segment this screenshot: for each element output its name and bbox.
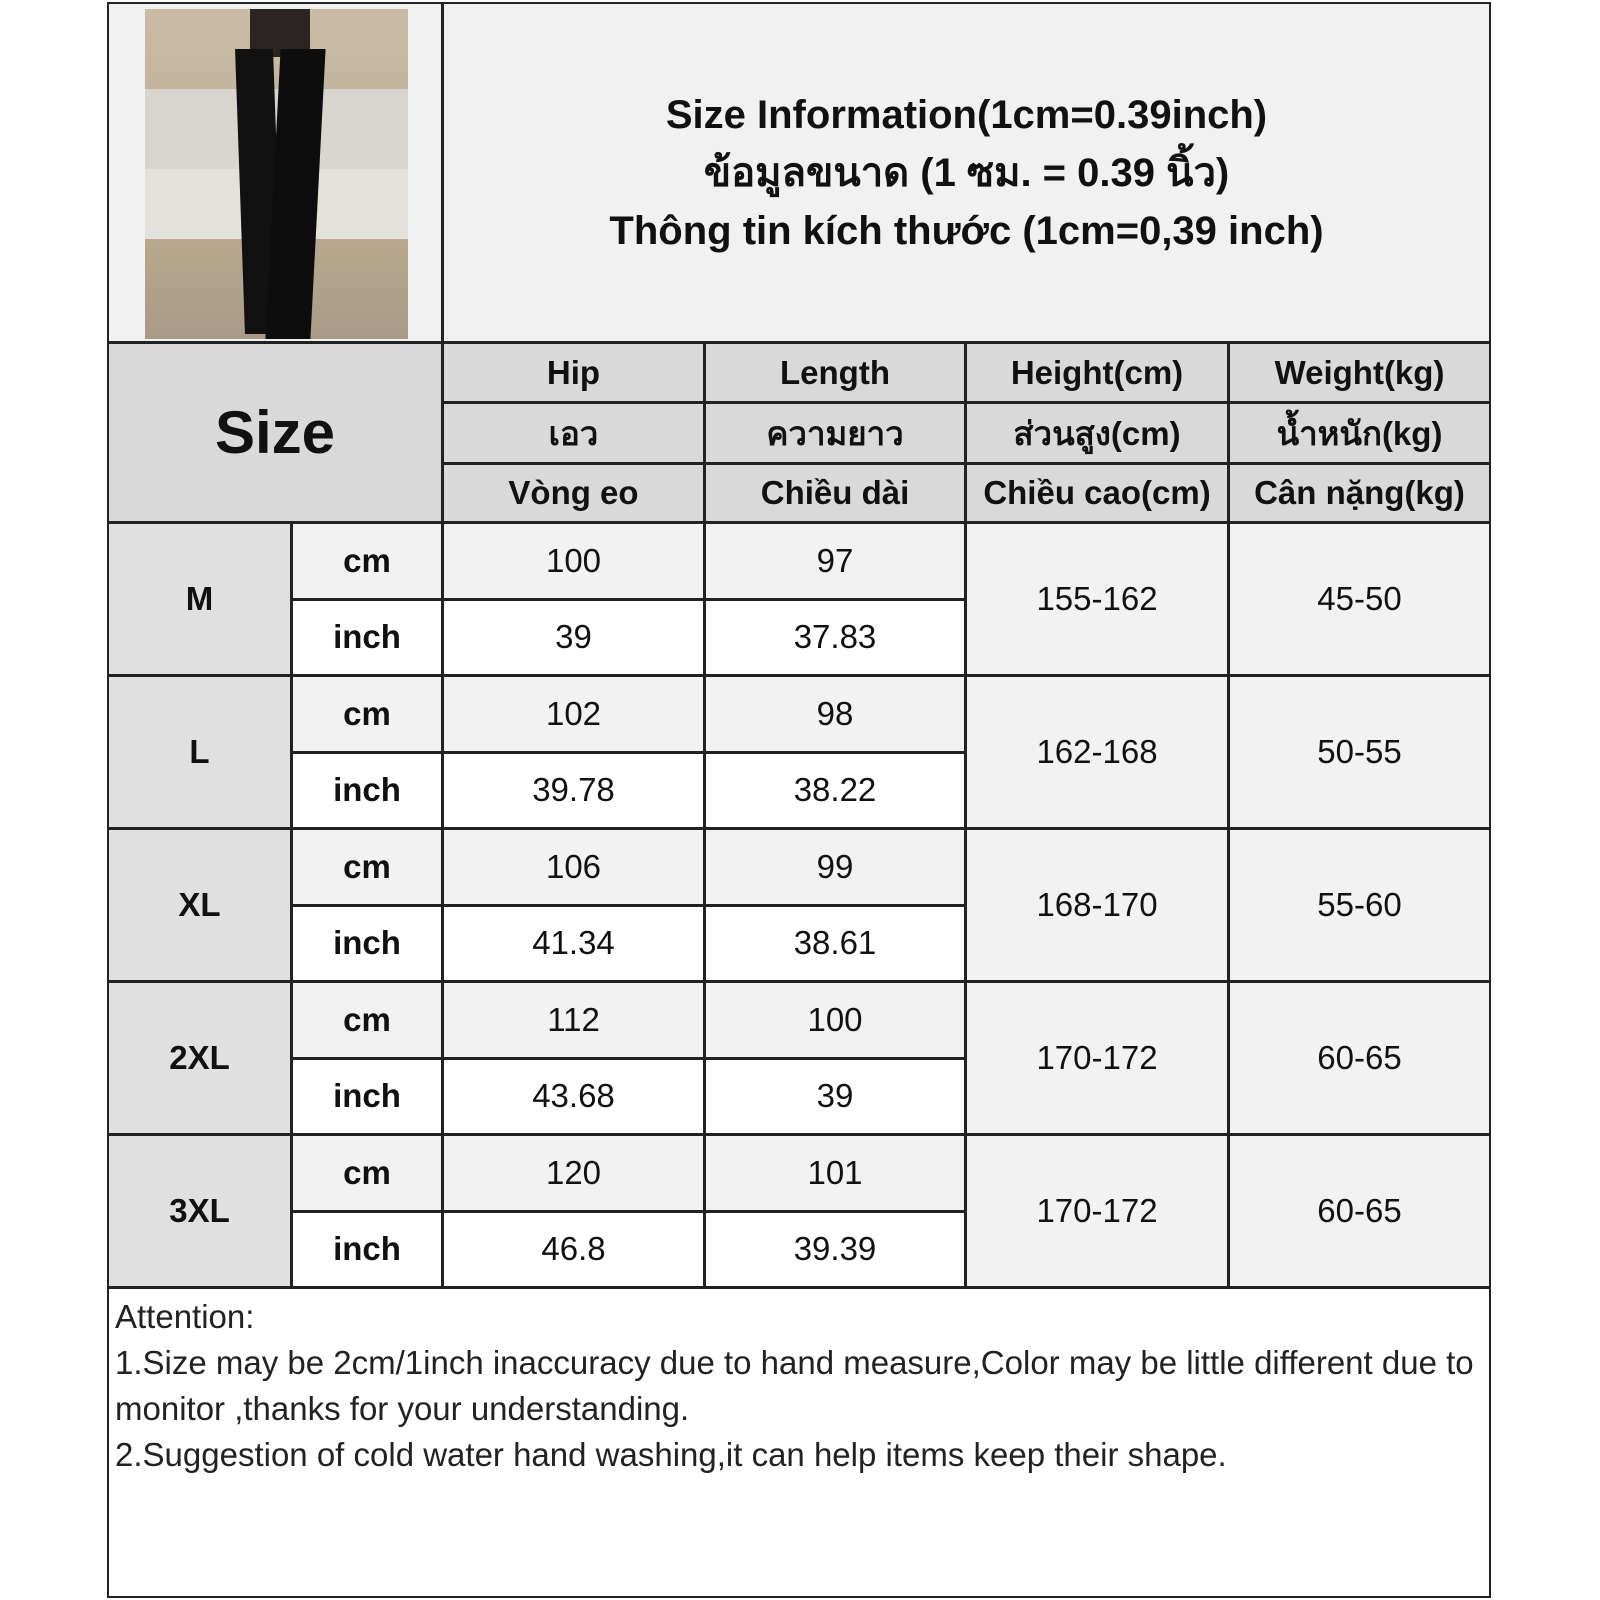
notes-line-2: 2.Suggestion of cold water hand washing,… xyxy=(115,1436,1227,1473)
unit-inch: inch xyxy=(293,906,444,983)
height-range: 170-172 xyxy=(967,1136,1230,1289)
notes-heading: Attention: xyxy=(115,1298,255,1335)
length-inch: 37.83 xyxy=(706,600,967,677)
column-header-vi: Cân nặng(kg) xyxy=(1230,465,1489,524)
size-table: Size Hip Length Height(cm) Weight(kg) เอว ความ… xyxy=(109,344,1489,1289)
column-header-th: ความยาว xyxy=(706,404,967,465)
column-header-en: Length xyxy=(706,344,967,404)
weight-range: 45-50 xyxy=(1230,524,1489,677)
length-cm: 101 xyxy=(706,1136,967,1213)
size-name: L xyxy=(109,677,293,830)
size-header: Size xyxy=(109,344,444,524)
length-inch: 38.61 xyxy=(706,906,967,983)
hip-inch: 41.34 xyxy=(444,906,706,983)
column-header-en: Height(cm) xyxy=(967,344,1230,404)
unit-cm: cm xyxy=(293,983,444,1060)
hip-cm: 100 xyxy=(444,524,706,601)
column-header-en: Hip xyxy=(444,344,706,404)
hip-inch: 39.78 xyxy=(444,753,706,830)
hip-inch: 43.68 xyxy=(444,1059,706,1136)
unit-cm: cm xyxy=(293,677,444,754)
weight-range: 60-65 xyxy=(1230,1136,1489,1289)
length-inch: 39 xyxy=(706,1059,967,1136)
length-cm: 99 xyxy=(706,830,967,907)
column-header-en: Weight(kg) xyxy=(1230,344,1489,404)
column-header-th: เอว xyxy=(444,404,706,465)
size-chart: Size Information(1cm=0.39inch) ข้อมูลขนา… xyxy=(107,2,1491,1598)
unit-inch: inch xyxy=(293,753,444,830)
column-header-th: ส่วนสูง(cm) xyxy=(967,404,1230,465)
unit-inch: inch xyxy=(293,600,444,677)
column-header-vi: Chiều dài xyxy=(706,465,967,524)
hip-inch: 46.8 xyxy=(444,1212,706,1289)
length-inch: 38.22 xyxy=(706,753,967,830)
size-name: 3XL xyxy=(109,1136,293,1289)
weight-range: 55-60 xyxy=(1230,830,1489,983)
hip-inch: 39 xyxy=(444,600,706,677)
unit-cm: cm xyxy=(293,524,444,601)
height-range: 162-168 xyxy=(967,677,1230,830)
size-info-title: Size Information(1cm=0.39inch) ข้อมูลขนา… xyxy=(444,4,1489,341)
weight-range: 60-65 xyxy=(1230,983,1489,1136)
hip-cm: 102 xyxy=(444,677,706,754)
length-cm: 100 xyxy=(706,983,967,1060)
size-name: M xyxy=(109,524,293,677)
hip-cm: 112 xyxy=(444,983,706,1060)
length-cm: 97 xyxy=(706,524,967,601)
title-en: Size Information(1cm=0.39inch) xyxy=(665,92,1268,137)
hip-cm: 106 xyxy=(444,830,706,907)
length-inch: 39.39 xyxy=(706,1212,967,1289)
product-photo-cell xyxy=(109,4,444,341)
product-photo xyxy=(145,9,408,339)
unit-inch: inch xyxy=(293,1212,444,1289)
height-range: 168-170 xyxy=(967,830,1230,983)
notes-line-1: 1.Size may be 2cm/1inch inaccuracy due t… xyxy=(115,1344,1474,1427)
height-range: 155-162 xyxy=(967,524,1230,677)
weight-range: 50-55 xyxy=(1230,677,1489,830)
title-vi: Thông tin kích thước (1cm=0,39 inch) xyxy=(609,208,1324,253)
length-cm: 98 xyxy=(706,677,967,754)
unit-cm: cm xyxy=(293,1136,444,1213)
size-name: 2XL xyxy=(109,983,293,1136)
unit-cm: cm xyxy=(293,830,444,907)
chart-header: Size Information(1cm=0.39inch) ข้อมูลขนา… xyxy=(109,4,1489,344)
attention-notes: Attention: 1.Size may be 2cm/1inch inacc… xyxy=(109,1290,1489,1482)
unit-inch: inch xyxy=(293,1059,444,1136)
column-header-vi: Vòng eo xyxy=(444,465,706,524)
size-name: XL xyxy=(109,830,293,983)
hip-cm: 120 xyxy=(444,1136,706,1213)
height-range: 170-172 xyxy=(967,983,1230,1136)
column-header-vi: Chiều cao(cm) xyxy=(967,465,1230,524)
column-header-th: น้ำหนัก(kg) xyxy=(1230,404,1489,465)
title-th: ข้อมูลขนาด (1 ซม. = 0.39 นิ้ว) xyxy=(703,150,1230,195)
